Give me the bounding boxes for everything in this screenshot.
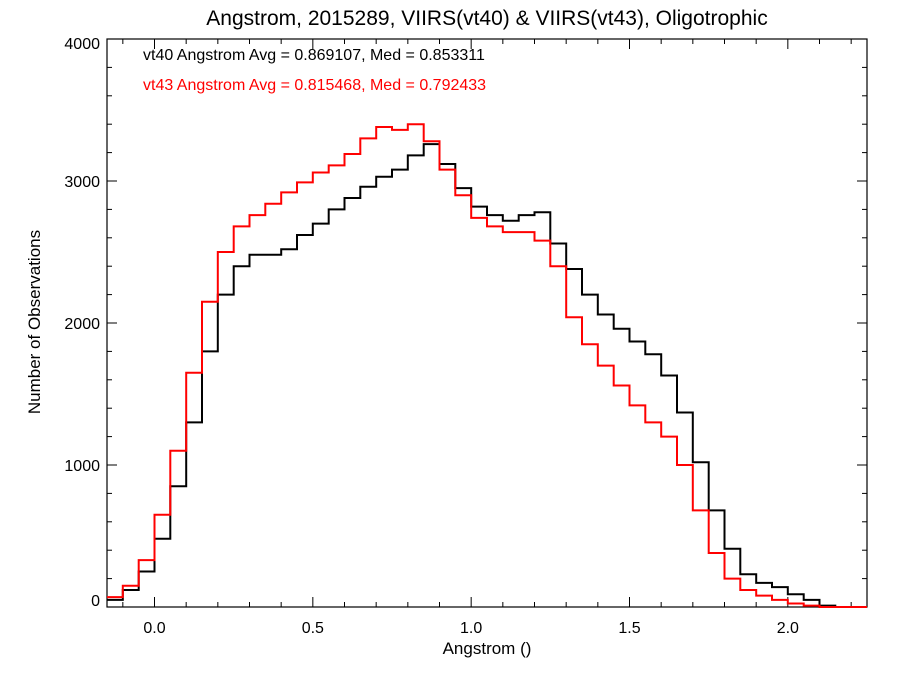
axis-ticks xyxy=(107,38,867,608)
x-tick-label: 0.0 xyxy=(143,620,165,637)
vt40-stats-annotation: vt40 Angstrom Avg = 0.869107, Med = 0.85… xyxy=(143,47,485,64)
x-tick-label: 0.5 xyxy=(302,620,324,637)
x-tick-label: 2.0 xyxy=(777,620,799,637)
y-axis-label: Number of Observations xyxy=(25,230,44,414)
vt43-stats-annotation: vt43 Angstrom Avg = 0.815468, Med = 0.79… xyxy=(143,77,486,94)
x-tick-label: 1.5 xyxy=(618,620,640,637)
plot-frame xyxy=(106,38,868,608)
y-tick-label: 1000 xyxy=(64,458,100,475)
chart-title: Angstrom, 2015289, VIIRS(vt40) & VIIRS(v… xyxy=(206,7,767,30)
y-tick-label: 4000 xyxy=(64,36,100,53)
y-tick-label: 3000 xyxy=(64,174,100,191)
axis-tick-labels: 0.0 0.5 1.0 1.5 2.0 0 1000 2000 3000 4000 xyxy=(64,36,799,637)
y-tick-label: 0 xyxy=(91,593,100,610)
y-tick-label: 2000 xyxy=(64,316,100,333)
x-axis-label: Angstrom () xyxy=(443,639,532,658)
x-tick-label: 1.0 xyxy=(460,620,482,637)
data-series xyxy=(107,123,867,608)
vt40-histogram-line xyxy=(107,143,867,608)
vt43-histogram-line xyxy=(107,123,867,608)
